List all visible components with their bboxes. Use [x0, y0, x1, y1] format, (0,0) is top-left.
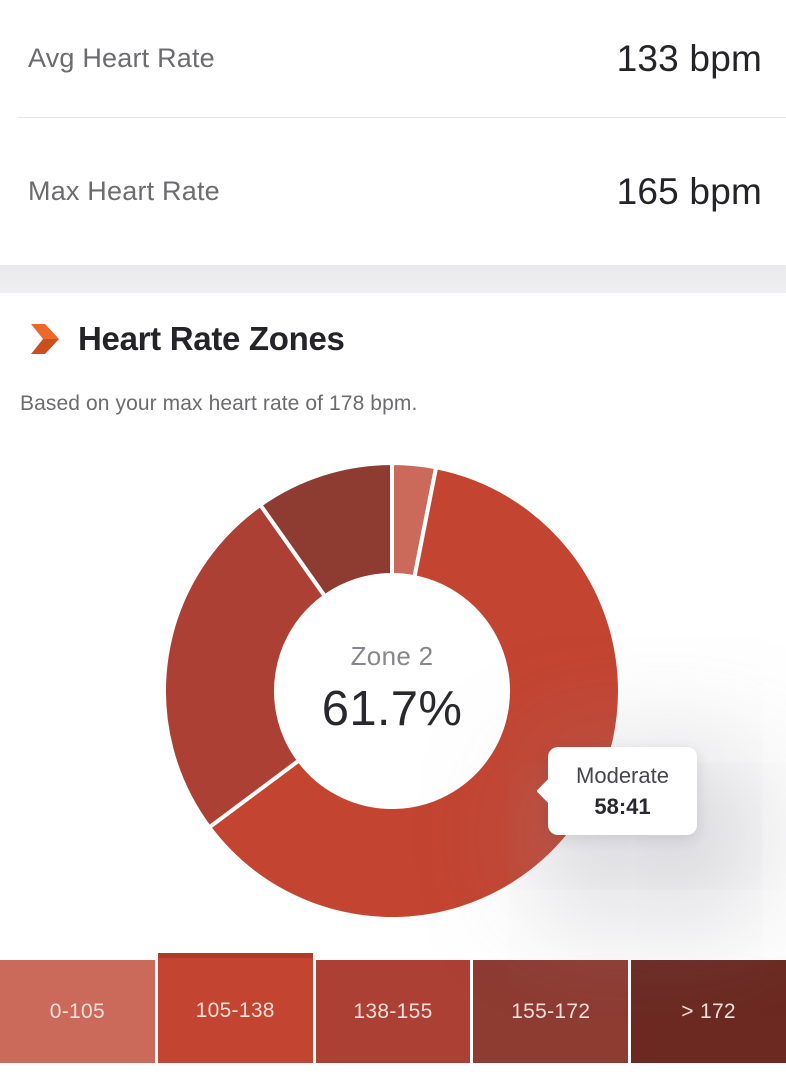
donut-segment-zone-2[interactable]: [206, 464, 622, 921]
stat-row-max-heart-rate: Max Heart Rate 165 bpm: [0, 118, 786, 265]
row-divider: [18, 117, 786, 118]
tooltip-time-in-zone: 58:41: [594, 793, 651, 819]
legend-button-zone-4[interactable]: 155-172: [473, 960, 629, 1063]
zone-legend: 0-105 105-138 138-155 155-172 > 172: [0, 953, 786, 1080]
legend-button-zone-3[interactable]: 138-155: [315, 960, 471, 1063]
tooltip-zone-label: Moderate: [576, 762, 669, 788]
chevron-icon: [31, 324, 59, 354]
heart-rate-zones-donut[interactable]: [162, 461, 622, 921]
avg-heart-rate-label: Avg Heart Rate: [28, 43, 215, 73]
section-header: Heart Rate Zones: [28, 320, 345, 358]
donut-center-label: Zone 2 61.7%: [272, 641, 512, 737]
section-title: Heart Rate Zones: [78, 320, 345, 357]
donut-segment-zone-3[interactable]: [162, 502, 328, 831]
max-heart-rate-label: Max Heart Rate: [28, 176, 220, 206]
selected-zone-percent: 61.7%: [321, 682, 463, 736]
selected-zone-name: Zone 2: [350, 641, 434, 671]
donut-segment-zone-4[interactable]: [257, 461, 394, 600]
section-subtitle: Based on your max heart rate of 178 bpm.: [20, 392, 418, 415]
avg-heart-rate-value: 133 bpm: [616, 37, 762, 79]
legend-button-zone-2[interactable]: 105-138: [157, 953, 313, 1063]
zone-tooltip: Moderate 58:41: [548, 747, 697, 835]
legend-button-zone-1[interactable]: 0-105: [0, 960, 155, 1063]
legend-button-zone-5[interactable]: > 172: [631, 960, 786, 1063]
section-divider-band: [0, 265, 786, 293]
max-heart-rate-value: 165 bpm: [616, 170, 762, 212]
stat-row-avg-heart-rate: Avg Heart Rate 133 bpm: [0, 0, 786, 117]
